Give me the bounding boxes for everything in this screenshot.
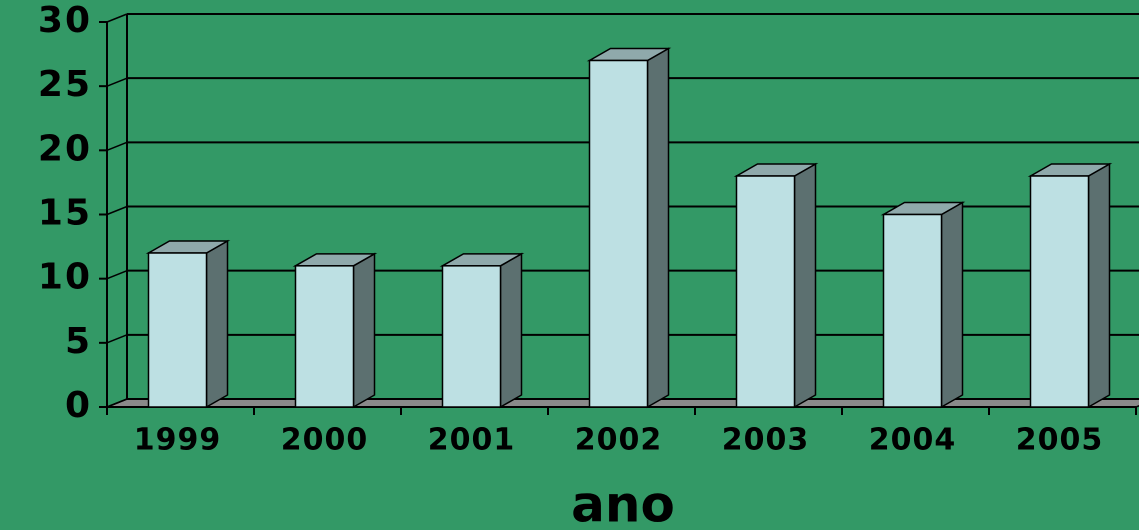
bar-front — [882, 213, 943, 408]
bar — [292, 252, 378, 409]
grid-side — [106, 269, 128, 280]
x-tick-label: 2001 — [428, 423, 516, 458]
y-tick-label: 10 — [38, 257, 92, 298]
grid-side — [106, 334, 128, 344]
y-tick-label: 15 — [38, 193, 92, 234]
bar-side — [352, 252, 376, 409]
bar-front — [588, 59, 649, 408]
bar-side — [205, 239, 229, 409]
bar — [880, 201, 966, 409]
x-tick-label: 2002 — [575, 423, 663, 458]
x-tick-label: 2000 — [281, 423, 369, 458]
y-tick-label: 0 — [65, 385, 92, 426]
x-axis-label: ano — [571, 476, 675, 530]
bar-front — [147, 252, 208, 408]
bar — [1027, 162, 1113, 409]
y-tick-label: 25 — [38, 64, 92, 105]
bar-side — [1087, 162, 1111, 409]
bar — [145, 239, 231, 409]
bar-front — [294, 265, 355, 408]
bar — [733, 162, 819, 409]
x-tick-label: 2003 — [722, 423, 810, 458]
y-tick-label: 30 — [38, 0, 92, 41]
grid-side — [106, 398, 128, 408]
x-tick-label: 2005 — [1016, 423, 1104, 458]
bar-side — [940, 201, 964, 409]
bar-side — [646, 47, 670, 409]
bar-front — [735, 175, 796, 408]
grid-side — [106, 13, 128, 23]
bar — [586, 47, 672, 409]
bar-front — [1029, 175, 1090, 408]
bar-side — [793, 162, 817, 409]
bar — [439, 252, 525, 409]
grid-side — [106, 205, 128, 216]
grid-side — [106, 141, 128, 152]
y-tick-label: 5 — [65, 321, 92, 362]
y-tick-label: 20 — [38, 128, 92, 169]
grid-side — [106, 77, 128, 87]
x-tick-label: 1999 — [134, 423, 222, 458]
bar-side — [499, 252, 523, 409]
x-tick-label: 2004 — [869, 423, 957, 458]
bar-front — [441, 265, 502, 408]
